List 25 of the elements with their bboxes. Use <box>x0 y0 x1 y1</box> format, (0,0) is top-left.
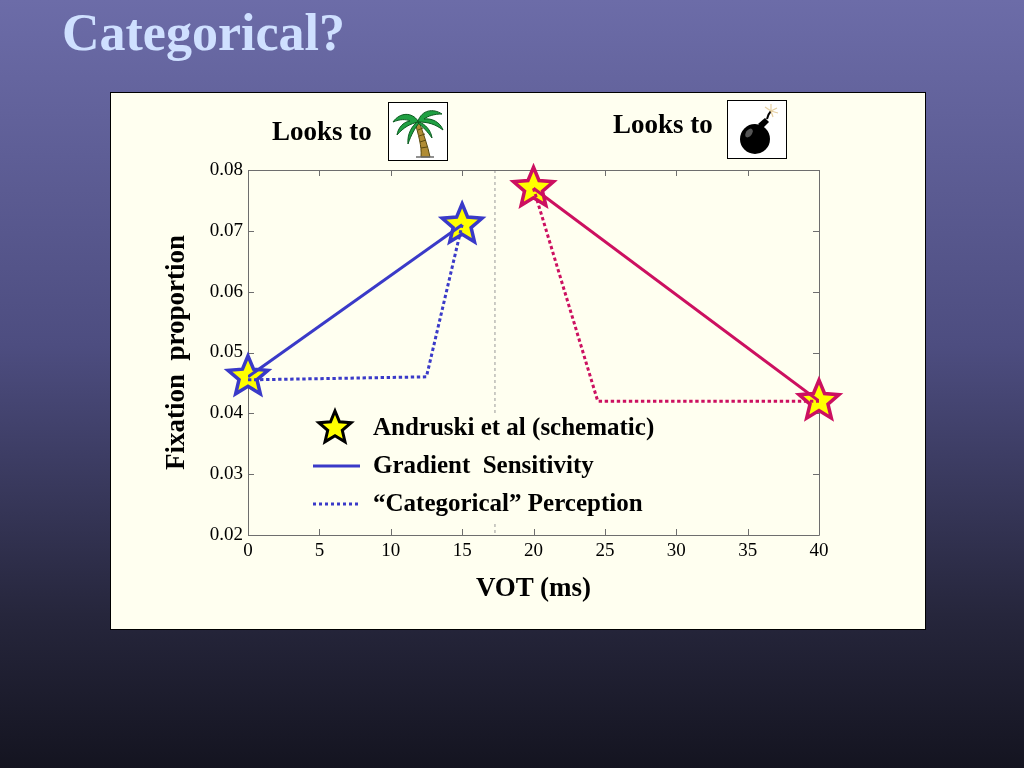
y-tick-label: 0.04 <box>209 401 244 423</box>
x-tick-label: 20 <box>524 539 543 561</box>
x-tick-label: 30 <box>666 539 686 561</box>
x-tick-label: 5 <box>314 539 325 561</box>
x-tick-label: 10 <box>381 539 401 561</box>
y-tick-label: 0.05 <box>209 340 243 362</box>
legend-label: Andruski et al (schematic) <box>373 413 655 442</box>
y-tick-label: 0.08 <box>209 157 243 179</box>
x-tick-label: 25 <box>595 539 615 561</box>
y-axis-title: Fixation proportion <box>160 234 191 471</box>
x-tick-label: 15 <box>452 539 472 561</box>
legend-label: “Categorical” Perception <box>373 489 643 517</box>
text: Looks to <box>272 116 372 147</box>
y-tick-label: 0.02 <box>209 522 243 544</box>
x-tick-label: 35 <box>738 539 758 561</box>
y-tick-label: 0.06 <box>209 279 243 301</box>
point <box>509 163 558 209</box>
legend-label: Gradient Sensitivity <box>373 451 595 479</box>
x-tick-label: 40 <box>809 539 829 561</box>
x-tick-label: 0 <box>243 539 253 561</box>
x-axis-title: VOT (ms) <box>475 571 592 602</box>
text: Looks to <box>613 109 713 140</box>
y-tick-label: 0.03 <box>209 462 243 484</box>
y-tick-label: 0.07 <box>209 218 243 240</box>
chart-title: Categorical? <box>62 3 346 62</box>
